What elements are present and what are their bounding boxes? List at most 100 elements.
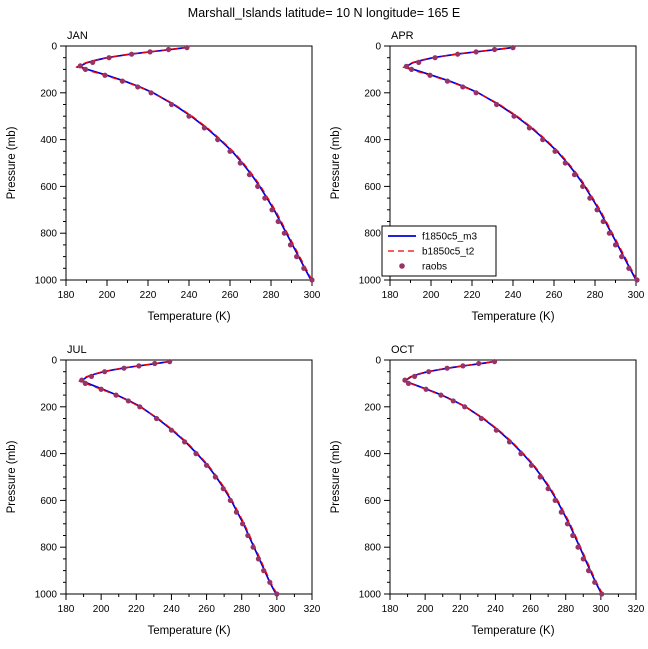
raobs-marker <box>239 521 246 527</box>
plot-frame <box>389 359 637 595</box>
raobs-marker <box>592 579 598 585</box>
raobs-marker <box>168 427 175 433</box>
raobs-marker <box>152 360 158 367</box>
y-tick-label: 0 <box>375 42 381 53</box>
raobs-marker <box>558 509 564 515</box>
x-tick-label: 300 <box>593 604 610 615</box>
raobs-marker <box>493 427 499 433</box>
raobs-marker <box>402 377 408 383</box>
raobs-marker <box>552 148 558 154</box>
raobs-marker <box>423 386 429 392</box>
y-tick-label: 400 <box>364 135 381 146</box>
panel-title: JAN <box>67 30 88 42</box>
raobs-marker <box>147 49 153 55</box>
y-tick-label: 400 <box>364 449 381 460</box>
raobs-marker <box>121 365 127 371</box>
y-tick-label: 1000 <box>35 276 58 287</box>
series-line-f1850c5_m3 <box>80 360 277 595</box>
panel-oct: 180 200 220 240 260 280 300 320 0 200 400 600 800 100… <box>330 344 645 637</box>
y-tick-label: 800 <box>364 543 381 554</box>
legend-label: raobs <box>422 262 447 273</box>
y-tick-label: 0 <box>51 356 57 367</box>
y-axis-label: Pressure (mb) <box>330 126 342 199</box>
raobs-marker <box>455 51 461 57</box>
raobs-marker <box>102 369 108 375</box>
raobs-marker <box>119 78 125 84</box>
raobs-marker <box>491 359 498 365</box>
raobs-marker <box>255 556 262 562</box>
x-tick-label: 260 <box>522 604 539 615</box>
raobs-marker <box>460 84 466 90</box>
x-tick-label: 220 <box>128 604 145 615</box>
raobs-marker <box>233 509 240 515</box>
x-tick-label: 240 <box>181 290 198 301</box>
raobs-marker <box>634 277 640 283</box>
panel-title: JUL <box>67 344 87 356</box>
series-line-b1850c5_t2 <box>402 360 604 595</box>
raobs-marker <box>294 254 300 260</box>
x-tick-label: 280 <box>233 604 250 615</box>
raobs-marker <box>408 66 415 72</box>
x-tick-label: 200 <box>417 604 434 615</box>
raobs-marker <box>250 544 256 550</box>
raobs-marker <box>212 474 218 480</box>
raobs-marker <box>575 544 581 550</box>
x-tick-label: 220 <box>140 290 157 301</box>
raobs-marker <box>79 377 85 383</box>
raobs-marker <box>301 265 307 271</box>
x-tick-label: 200 <box>423 290 440 301</box>
y-tick-label: 800 <box>364 229 381 240</box>
raobs-marker <box>261 568 267 574</box>
raobs-marker <box>412 373 418 379</box>
raobs-marker <box>193 451 199 457</box>
raobs-marker <box>90 59 96 65</box>
raobs-marker <box>88 373 95 379</box>
y-tick-label: 200 <box>40 88 57 99</box>
y-tick-label: 600 <box>364 182 381 193</box>
raobs-marker <box>168 101 175 108</box>
raobs-marker <box>540 137 546 143</box>
x-axis-label: Temperature (K) <box>471 311 554 323</box>
raobs-marker <box>137 404 143 410</box>
raobs-marker <box>403 63 409 69</box>
series-line-b1850c5_t2 <box>75 46 313 281</box>
raobs-marker <box>135 84 141 90</box>
raobs-marker <box>537 474 543 480</box>
y-tick-label: 200 <box>40 402 57 413</box>
x-tick-label: 300 <box>269 604 286 615</box>
x-axis-label: Temperature (K) <box>147 625 230 637</box>
y-tick-label: 600 <box>40 182 57 193</box>
raobs-marker <box>571 172 578 178</box>
raobs-marker <box>612 242 619 248</box>
raobs-marker <box>165 46 172 53</box>
raobs-marker <box>113 392 119 398</box>
panel-jul: 180 200 220 240 260 280 300 320 0 200 400 600 800 100… <box>6 344 321 637</box>
raobs-marker <box>309 277 315 283</box>
x-tick-label: 220 <box>464 290 481 301</box>
figure-title: Marshall_Islands latitude= 10 N longitud… <box>187 6 461 20</box>
raobs-marker <box>237 160 243 166</box>
raobs-marker <box>450 398 456 404</box>
raobs-marker <box>587 195 593 201</box>
raobs-marker <box>167 359 173 365</box>
raobs-marker <box>416 59 422 65</box>
raobs-marker <box>619 254 625 260</box>
raobs-marker <box>462 404 468 410</box>
raobs-marker <box>594 207 600 213</box>
raobs-marker <box>274 591 280 597</box>
x-tick-label: 240 <box>487 604 504 615</box>
panel-title: APR <box>391 30 414 42</box>
raobs-marker <box>432 55 438 61</box>
raobs-marker <box>203 462 210 468</box>
raobs-marker <box>287 242 294 248</box>
raobs-marker <box>148 90 154 96</box>
raobs-marker <box>98 386 104 392</box>
y-tick-label: 800 <box>40 229 57 240</box>
raobs-marker <box>82 66 89 72</box>
x-tick-label: 260 <box>222 290 239 301</box>
raobs-marker <box>182 439 188 445</box>
raobs-marker <box>606 230 612 236</box>
x-tick-label: 180 <box>58 604 75 615</box>
raobs-marker <box>215 137 221 143</box>
